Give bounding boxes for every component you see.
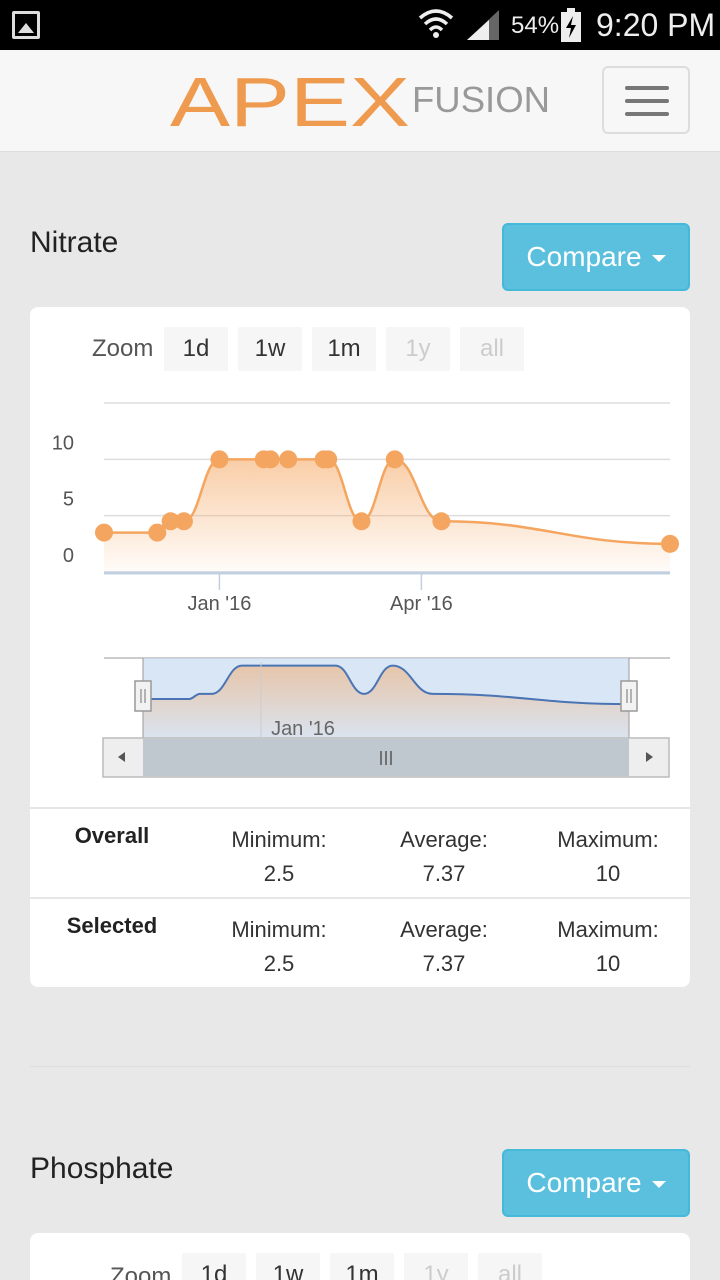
stat-label: Average: xyxy=(400,917,488,942)
navigator-scrollbar[interactable] xyxy=(102,737,670,778)
data-point xyxy=(319,450,338,469)
stat-value: 10 xyxy=(595,951,621,976)
stat-value: 10 xyxy=(595,861,621,886)
stat-value: 7.37 xyxy=(422,861,466,886)
phosphate-card: Zoom 1d 1w 1m 1y all xyxy=(30,1233,690,1280)
stats-row-label: Selected xyxy=(66,913,158,938)
wifi-icon xyxy=(418,9,454,38)
stat-label: Average: xyxy=(400,827,488,852)
navigator-label: Jan '16 xyxy=(271,718,335,740)
compare-label: Compare xyxy=(526,1167,642,1198)
stat-minimum: Minimum: 2.5 xyxy=(204,823,354,891)
data-point xyxy=(261,450,280,469)
logo-primary: APEX xyxy=(170,68,410,132)
navigator-handle-left[interactable] xyxy=(134,680,152,712)
stat-minimum: Minimum: 2.5 xyxy=(204,913,354,981)
zoom-label: Zoom xyxy=(110,1263,172,1280)
series-area xyxy=(104,459,670,572)
data-point xyxy=(95,523,113,542)
zoom-1y-button: 1y xyxy=(404,1253,468,1280)
zoom-1d-button[interactable]: 1d xyxy=(182,1253,246,1280)
caret-down-icon xyxy=(651,255,666,262)
status-bar: 54% 9:20 PM xyxy=(0,0,720,50)
stat-label: Minimum: xyxy=(231,917,327,942)
navigator-area xyxy=(143,665,629,737)
data-point xyxy=(161,512,180,531)
y-tick-label: 0 xyxy=(63,545,74,567)
nitrate-title: Nitrate xyxy=(30,226,119,259)
data-point xyxy=(385,450,404,469)
stats-row-overall: Overall Minimum: 2.5 Average: 7.37 Maxim… xyxy=(30,807,690,897)
apex-fusion-logo[interactable]: APEX FUSION xyxy=(170,68,560,132)
nitrate-compare-button[interactable]: Compare xyxy=(502,223,690,291)
data-point xyxy=(432,512,451,531)
y-tick-label: 5 xyxy=(63,489,74,511)
stat-average: Average: 7.37 xyxy=(369,823,519,891)
zoom-1m-button[interactable]: 1m xyxy=(312,327,376,371)
hamburger-menu-icon-bar xyxy=(625,112,669,116)
caret-down-icon xyxy=(651,1181,666,1188)
x-tick-label: Apr '16 xyxy=(390,593,453,615)
stat-average: Average: 7.37 xyxy=(369,913,519,981)
zoom-1d-button[interactable]: 1d xyxy=(164,327,228,371)
zoom-1m-button[interactable]: 1m xyxy=(330,1253,394,1280)
stat-value: 2.5 xyxy=(263,861,295,886)
nitrate-chart: 0 5 10 Jan '16 Apr '16 Jan '16 xyxy=(52,402,679,778)
phosphate-compare-button[interactable]: Compare xyxy=(502,1149,690,1217)
x-tick-label: Jan '16 xyxy=(187,593,251,615)
menu-button[interactable] xyxy=(602,66,690,134)
logo-secondary: FUSION xyxy=(412,79,550,120)
phosphate-title: Phosphate xyxy=(30,1152,174,1185)
stat-label: Minimum: xyxy=(231,827,327,852)
navigator-line xyxy=(143,664,630,706)
stat-label: Maximum: xyxy=(557,917,659,942)
battery-icon xyxy=(561,8,581,42)
data-point xyxy=(174,512,193,531)
zoom-1w-button[interactable]: 1w xyxy=(238,327,302,371)
hamburger-menu-icon-bar xyxy=(625,99,669,103)
stats-row-selected: Selected Minimum: 2.5 Average: 7.37 Maxi… xyxy=(30,897,690,987)
hamburger-menu-icon xyxy=(625,86,669,90)
zoom-1w-button[interactable]: 1w xyxy=(256,1253,320,1280)
scroll-left-icon[interactable] xyxy=(118,752,125,762)
app-header: APEX FUSION xyxy=(0,50,720,152)
stat-label: Maximum: xyxy=(557,827,659,852)
zoom-1y-button: 1y xyxy=(386,327,450,371)
compare-label: Compare xyxy=(526,241,642,272)
clock: 9:20 PM xyxy=(596,7,716,43)
stat-value: 2.5 xyxy=(263,951,295,976)
data-point xyxy=(279,450,298,469)
signal-icon xyxy=(467,10,499,40)
zoom-label: Zoom xyxy=(92,335,154,362)
navigator-handle-right[interactable] xyxy=(620,680,638,712)
battery-percent: 54% xyxy=(511,12,560,39)
stat-maximum: Maximum: 10 xyxy=(533,913,683,981)
stats-row-label: Overall xyxy=(74,823,150,848)
nitrate-card: Zoom 1d 1w 1m 1y all 0 5 10 Jan '16 Apr '16 Jan … xyxy=(30,307,690,987)
data-point xyxy=(661,534,679,553)
y-tick-label: 10 xyxy=(52,432,74,454)
data-point xyxy=(352,512,371,531)
stat-value: 7.37 xyxy=(422,951,466,976)
data-point xyxy=(148,523,167,542)
data-point xyxy=(210,450,229,469)
stat-maximum: Maximum: 10 xyxy=(533,823,683,891)
range-navigator[interactable]: Jan '16 xyxy=(104,657,670,740)
zoom-all-button: all xyxy=(478,1253,542,1280)
section-divider xyxy=(30,1066,690,1067)
scroll-right-icon[interactable] xyxy=(646,752,653,762)
gallery-icon xyxy=(12,11,40,39)
zoom-all-button: all xyxy=(460,327,524,371)
